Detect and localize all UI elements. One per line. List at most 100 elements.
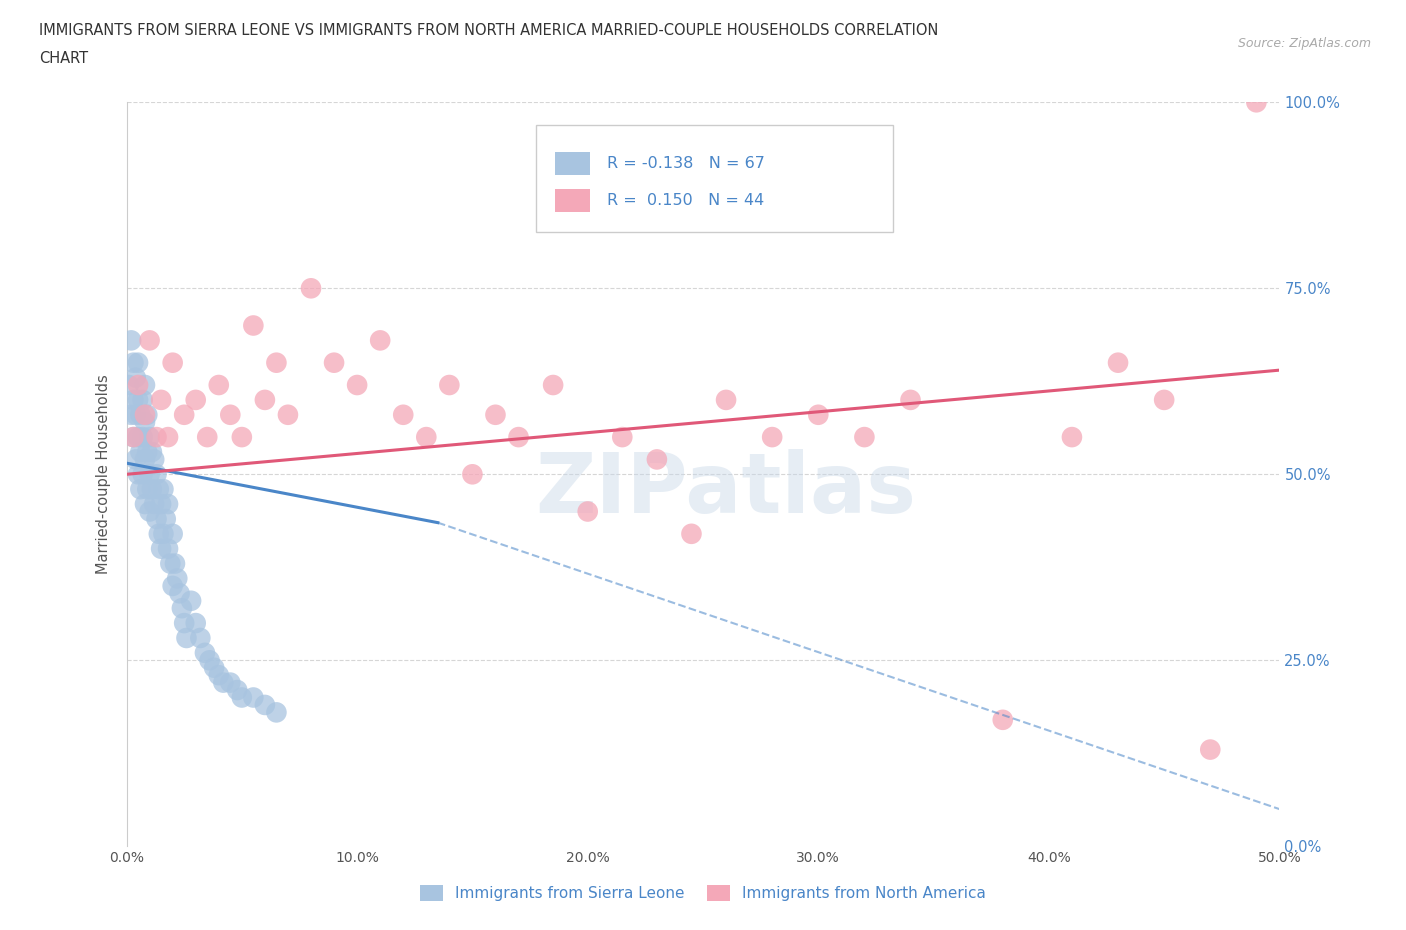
Point (155, 512, 177, 526)
Point (138, 430, 160, 445)
Point (138, 467, 160, 482)
Point (143, 497, 166, 512)
Point (157, 541, 180, 556)
Point (129, 482, 152, 497)
Point (136, 407, 159, 422)
Point (152, 482, 174, 497)
Point (169, 586, 191, 601)
Y-axis label: Married-couple Households: Married-couple Households (96, 375, 111, 574)
Point (277, 407, 299, 422)
Point (127, 378, 149, 392)
Point (134, 452, 156, 467)
Point (195, 430, 218, 445)
Point (184, 392, 207, 407)
Point (148, 482, 170, 497)
Point (145, 512, 167, 526)
Point (714, 392, 737, 407)
Point (134, 497, 156, 512)
Point (145, 430, 167, 445)
Point (853, 430, 876, 445)
Point (253, 698, 276, 712)
Point (266, 355, 288, 370)
Point (120, 333, 142, 348)
Point (122, 430, 145, 445)
Point (166, 571, 188, 586)
Text: ZIPatlas: ZIPatlas (536, 448, 917, 530)
Point (900, 392, 922, 407)
Point (208, 378, 231, 392)
Point (576, 504, 599, 519)
Point (127, 467, 149, 482)
Point (122, 355, 145, 370)
Point (612, 430, 634, 445)
Point (138, 333, 160, 348)
Point (134, 407, 156, 422)
Point (173, 407, 195, 422)
Point (143, 452, 166, 467)
FancyBboxPatch shape (555, 190, 591, 212)
Point (194, 645, 217, 660)
Point (184, 616, 207, 631)
Point (162, 355, 184, 370)
FancyBboxPatch shape (536, 125, 893, 232)
Point (127, 392, 149, 407)
Point (323, 355, 346, 370)
Point (392, 407, 415, 422)
Point (157, 497, 180, 512)
Point (299, 281, 322, 296)
Point (129, 407, 152, 422)
Point (645, 452, 668, 467)
Point (125, 407, 148, 422)
Point (150, 497, 173, 512)
Point (131, 430, 153, 445)
Point (231, 690, 253, 705)
Point (170, 601, 193, 616)
Point (125, 452, 148, 467)
Point (1153, 392, 1175, 407)
Point (173, 616, 195, 631)
Point (180, 593, 202, 608)
Text: R =  0.150   N = 44: R = 0.150 N = 44 (607, 193, 765, 208)
Point (231, 430, 253, 445)
Point (118, 378, 141, 392)
Point (198, 653, 221, 668)
Point (761, 430, 783, 445)
Point (508, 430, 530, 445)
Point (212, 675, 235, 690)
Point (141, 445, 163, 459)
Point (346, 378, 368, 392)
Point (152, 526, 174, 541)
Point (163, 556, 186, 571)
Point (162, 526, 184, 541)
Point (138, 504, 160, 519)
Point (202, 660, 225, 675)
Point (127, 355, 149, 370)
Point (122, 392, 145, 407)
Point (136, 482, 159, 497)
Point (141, 482, 163, 497)
Point (1107, 355, 1129, 370)
Point (134, 415, 156, 430)
Point (991, 712, 1014, 727)
Point (242, 690, 264, 705)
Point (266, 705, 288, 720)
Point (131, 467, 153, 482)
FancyBboxPatch shape (555, 153, 591, 175)
Point (208, 668, 231, 683)
Point (681, 526, 703, 541)
Point (439, 378, 461, 392)
Point (176, 631, 198, 645)
Point (1199, 742, 1222, 757)
Text: CHART: CHART (39, 51, 89, 66)
Point (1246, 95, 1268, 110)
Point (1060, 430, 1083, 445)
Point (131, 392, 153, 407)
Point (157, 430, 180, 445)
Point (134, 378, 156, 392)
Point (162, 578, 184, 593)
Point (145, 467, 167, 482)
Point (125, 370, 148, 385)
Point (242, 318, 264, 333)
Text: R = -0.138   N = 67: R = -0.138 N = 67 (607, 156, 765, 171)
Text: Source: ZipAtlas.com: Source: ZipAtlas.com (1237, 37, 1371, 50)
